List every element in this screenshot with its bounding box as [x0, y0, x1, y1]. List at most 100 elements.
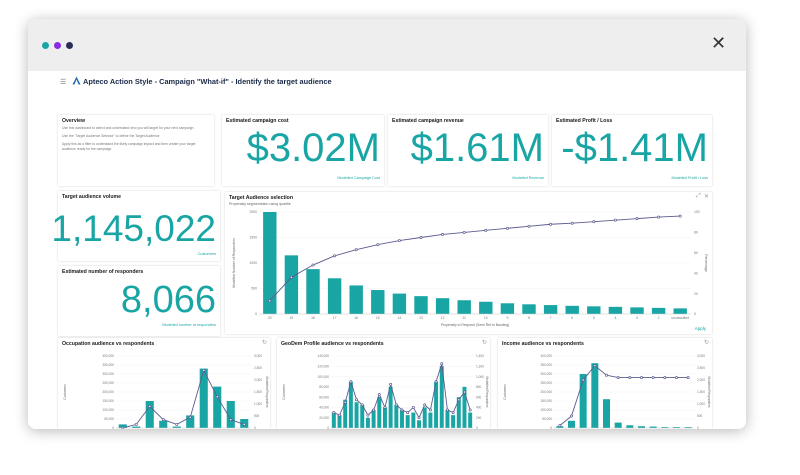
close-icon[interactable]: ✕: [711, 33, 727, 54]
y-tick-label: 200,000: [102, 390, 114, 394]
responders-line: [559, 364, 689, 426]
chart-bar: [587, 306, 601, 314]
y2-tick-label: 2,000: [697, 378, 705, 382]
y2-tick-label: 200: [476, 416, 482, 420]
profit-loss-value: -$1.41M: [561, 126, 708, 170]
y-tick-label: 50,000: [104, 417, 114, 421]
line-point: [406, 411, 410, 415]
line-point: [419, 236, 423, 239]
y2-tick-label: 20: [694, 292, 698, 296]
y2-tick-label: 0: [694, 312, 696, 316]
target-selection-title: Target Audience selection: [229, 195, 293, 201]
refresh-icon[interactable]: ↻: [262, 340, 268, 346]
y-tick-label: 400,000: [540, 354, 552, 358]
line-point: [593, 364, 597, 368]
chart-bar: [405, 415, 410, 428]
y-tick-label: 100,000: [102, 408, 114, 412]
y2-tick-label: 2,500: [254, 366, 262, 370]
y-tick-label: 250,000: [540, 381, 552, 385]
x-tick-label: 12: [441, 316, 445, 320]
chart-bar: [306, 269, 320, 314]
y-tick-label: 400,000: [102, 354, 114, 358]
apply-link[interactable]: Apply: [694, 326, 706, 331]
chart-bar: [614, 422, 622, 428]
overview-line: Use the "Target Audience Selector" to de…: [62, 134, 160, 138]
chart-bar: [199, 368, 208, 428]
line-point: [343, 400, 347, 404]
target-selection-chart[interactable]: 0 500 1000 1500 2000 0 20 40 60 80 100 Modelled Num…: [225, 192, 712, 334]
x-tick-label: 3: [636, 316, 638, 320]
campaign-cost-title: Estimated campaign cost: [226, 118, 289, 124]
chart-bar: [145, 401, 154, 428]
campaign-cost-value: $3.02M: [246, 126, 380, 170]
x-tick-label: unclassified: [671, 316, 689, 320]
chart-bar: [118, 424, 127, 428]
y2-tick-label: 100: [694, 210, 700, 214]
x-tick-label: 5: [593, 316, 595, 320]
line-point: [134, 422, 138, 426]
line-point: [675, 376, 678, 380]
profit-loss-title: Estimated Profit / Loss: [556, 118, 613, 124]
y2-tick-label: 1,200: [476, 364, 484, 368]
line-point: [445, 408, 449, 412]
profit-loss-label: Modelled Profit / Loss: [671, 176, 708, 180]
occupation-chart: 0 50,000 100,000 150,000 200,000 250,000 300,0…: [63, 354, 269, 429]
responders-title: Estimated number of responders: [62, 269, 144, 275]
chart-bar: [394, 404, 399, 428]
x-tick-label: 19: [290, 316, 294, 320]
chart-bar: [673, 427, 680, 428]
menu-icon[interactable]: ☰: [60, 79, 67, 86]
responders-line: [122, 369, 245, 429]
audience-volume-label: Customers: [197, 252, 216, 256]
line-point: [400, 408, 404, 412]
chart-bar: [565, 305, 579, 314]
apteco-logo-icon: [72, 76, 81, 85]
y2-axis-title: Modelled Responders: [707, 376, 711, 407]
occupation-title: Occupation audience vs respondents: [62, 341, 155, 347]
chart-bar: [159, 420, 168, 428]
expand-icon[interactable]: ⤢: [696, 193, 701, 199]
x-axis-title: Propensity to Respond (Semi Ref to Bandi…: [441, 323, 510, 327]
audience-volume-panel: Target audience volume 1,145,022 Custome…: [51, 191, 220, 261]
line-point: [215, 395, 219, 399]
chart-bar: [435, 298, 450, 314]
x-tick-label: 8: [528, 316, 530, 320]
line-point: [148, 404, 152, 408]
panel-close-icon[interactable]: ✕: [704, 194, 710, 200]
line-point: [242, 422, 246, 426]
y2-tick-label: 500: [697, 414, 703, 418]
x-tick-label: 18: [311, 316, 315, 320]
chart-bar: [651, 307, 666, 314]
y-tick-label: 50,000: [542, 417, 552, 421]
responders-value: 8,066: [120, 279, 216, 321]
responders-line: [269, 215, 681, 302]
y2-tick-label: 1,000: [476, 375, 484, 379]
line-point: [657, 215, 661, 219]
line-point: [175, 422, 179, 426]
chart-bar: [603, 399, 610, 428]
line-point: [188, 415, 192, 419]
refresh-icon[interactable]: ↻: [482, 340, 488, 346]
income-panel: Income audience vs respondents ↻ 0 50,000…: [498, 338, 712, 429]
chart-bar: [349, 285, 363, 314]
line-point: [440, 362, 444, 366]
x-tick-label: 16: [354, 316, 358, 320]
refresh-icon[interactable]: ↻: [704, 340, 710, 346]
chart-bar: [132, 426, 141, 428]
chart-bar: [626, 425, 634, 428]
y-axis-title: Modelled Number of Responders: [232, 238, 236, 288]
chart-bar: [556, 426, 564, 428]
x-tick-label: 20: [268, 316, 272, 320]
y-tick-label: 350,000: [540, 363, 552, 367]
responders-panel: Estimated number of responders 8,066 Mod…: [58, 266, 220, 336]
y2-tick-label: 3,000: [254, 354, 262, 358]
overview-line: audience ready for the campaign: [62, 147, 112, 151]
chart-bar: [417, 420, 422, 428]
y2-axis-title: Modelled Responders: [485, 376, 489, 407]
line-point: [463, 390, 466, 394]
y-tick-label: 1000: [249, 261, 257, 265]
page-title: Apteco Action Style - Campaign "What-if"…: [83, 77, 332, 86]
y-tick-label: 0: [550, 426, 552, 429]
chart-bar: [354, 402, 359, 428]
chart-bar: [608, 306, 623, 314]
